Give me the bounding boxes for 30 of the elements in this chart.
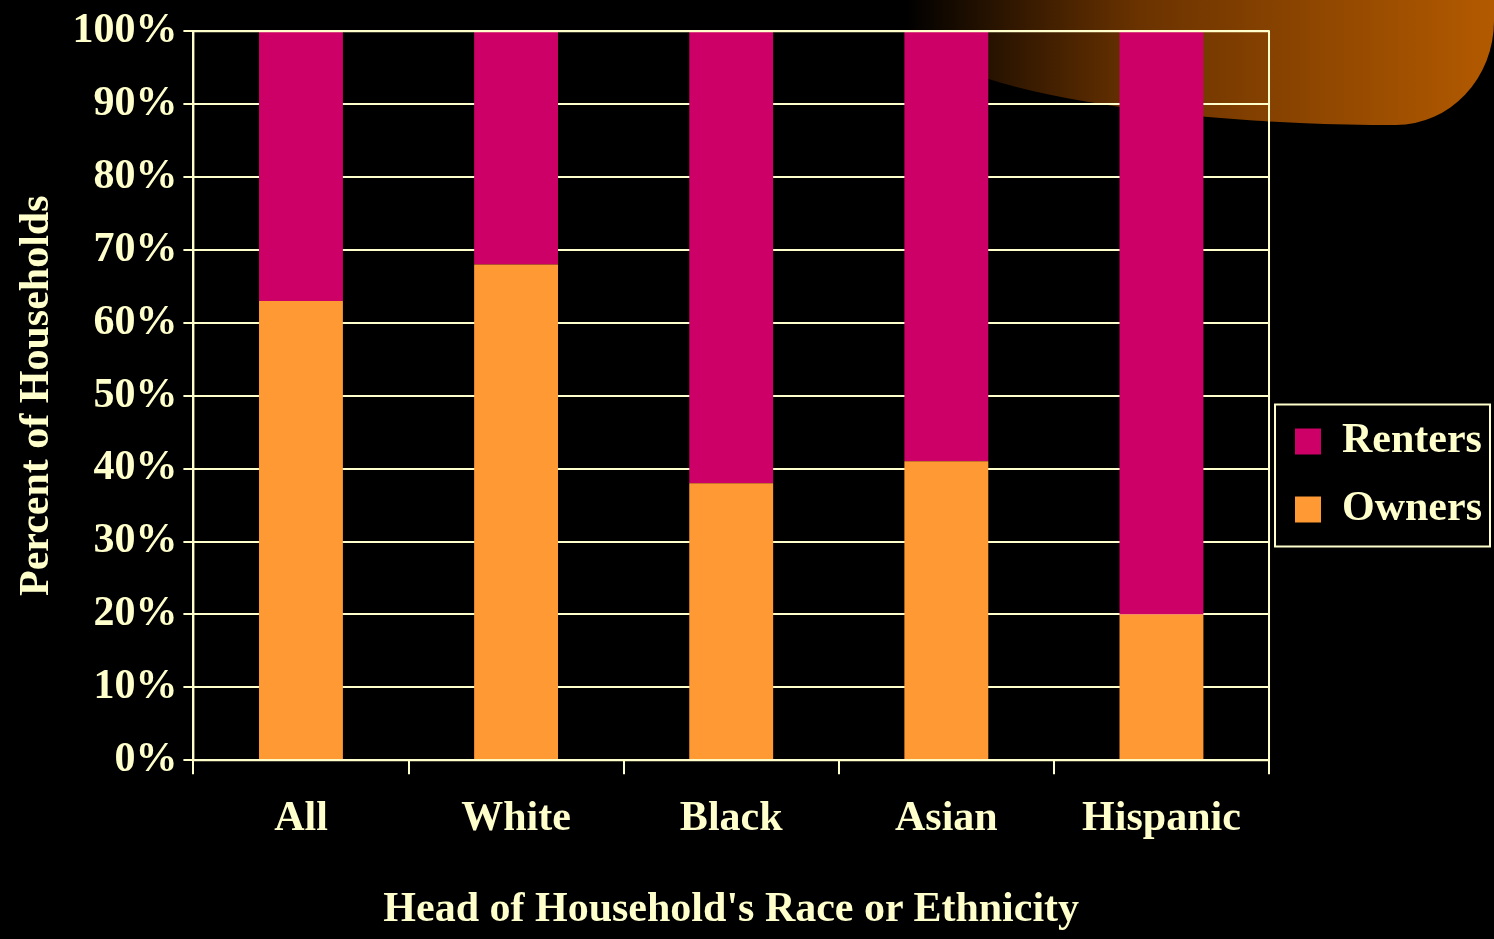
y-tick-label: 90%: [93, 77, 178, 124]
bar: [689, 31, 774, 484]
bar: [474, 31, 559, 265]
x-tick-label: Black: [679, 793, 784, 840]
x-tick-label: Hispanic: [1082, 793, 1241, 840]
bar: [259, 31, 343, 301]
bar: [904, 461, 989, 760]
bar: [1119, 31, 1204, 615]
bar: [259, 300, 343, 760]
bar: [474, 264, 559, 760]
y-tick-label: 10%: [93, 661, 178, 708]
x-tick-label: All: [274, 793, 328, 840]
bar: [689, 483, 774, 760]
y-tick-label: 80%: [93, 150, 178, 197]
x-tick-label: White: [461, 793, 571, 840]
y-tick-label: 60%: [93, 296, 178, 343]
y-axis-title: Percent of Households: [11, 195, 58, 596]
bar: [1119, 614, 1204, 760]
x-tick-label: Asian: [894, 793, 998, 840]
x-axis-title: Head of Household's Race or Ethnicity: [383, 883, 1080, 930]
legend-label: Owners: [1342, 483, 1483, 530]
y-tick-label: 30%: [93, 515, 178, 562]
bar: [904, 31, 989, 462]
y-tick-label: 40%: [93, 442, 178, 489]
y-tick-label: 20%: [93, 588, 178, 635]
y-tick-label: 50%: [93, 369, 178, 416]
y-tick-label: 0%: [114, 734, 178, 781]
legend-label: Renters: [1342, 415, 1482, 462]
y-tick-label: 100%: [72, 5, 178, 52]
y-tick-label: 70%: [93, 223, 178, 270]
